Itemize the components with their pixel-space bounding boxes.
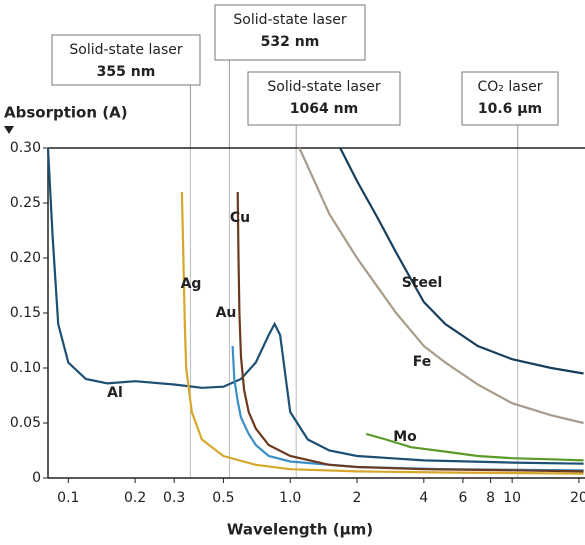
x-tick-label: 10 <box>503 490 521 506</box>
callout-value: 532 nm <box>261 34 320 50</box>
x-tick-label: 2 <box>353 490 362 506</box>
series-label: Au <box>216 305 237 321</box>
callout-title: Solid-state laser <box>233 12 346 28</box>
series-label: Ag <box>181 276 202 292</box>
y-tick-label: 0.10 <box>10 360 41 376</box>
series-label: Cu <box>230 210 250 226</box>
series-label: Al <box>107 385 123 401</box>
y-tick-label: 0.25 <box>10 195 41 211</box>
y-tick-label: 0.30 <box>10 140 41 156</box>
callout-value: 355 nm <box>97 64 156 80</box>
callout-value: 1064 nm <box>290 101 358 117</box>
chart: Absorption (A) Wavelength (µm) Solid-sta… <box>0 0 585 545</box>
series-label: Mo <box>393 429 417 445</box>
y-tick-label: 0.20 <box>10 250 41 266</box>
x-tick-label: 4 <box>419 490 428 506</box>
callout-title: Solid-state laser <box>69 42 182 58</box>
series-line <box>340 148 583 374</box>
series-line <box>182 192 584 474</box>
series-label: Fe <box>413 354 432 370</box>
y-tick-label: 0.05 <box>10 415 41 431</box>
y-axis-title: Absorption (A) <box>4 104 128 122</box>
callout-title: Solid-state laser <box>267 79 380 95</box>
y-tick-label: 0 <box>32 470 41 486</box>
x-tick-label: 0.2 <box>124 490 146 506</box>
series-label: Steel <box>402 275 443 291</box>
callout-title: CO₂ laser <box>478 79 543 95</box>
x-tick-label: 6 <box>458 490 467 506</box>
x-tick-label: 0.1 <box>57 490 79 506</box>
page: {"chart_data": { "type": "line", "y_labe… <box>0 0 585 545</box>
x-tick-label: 0.3 <box>163 490 185 506</box>
y-tick-label: 0.15 <box>10 305 41 321</box>
x-tick-label: 1.0 <box>279 490 301 506</box>
callout-value: 10.6 µm <box>478 101 542 117</box>
x-tick-label: 20 <box>570 490 585 506</box>
x-tick-label: 8 <box>486 490 495 506</box>
axis-marker <box>4 126 14 134</box>
x-tick-label: 0.5 <box>212 490 234 506</box>
x-axis-title: Wavelength (µm) <box>227 521 373 539</box>
series-line <box>48 148 584 464</box>
